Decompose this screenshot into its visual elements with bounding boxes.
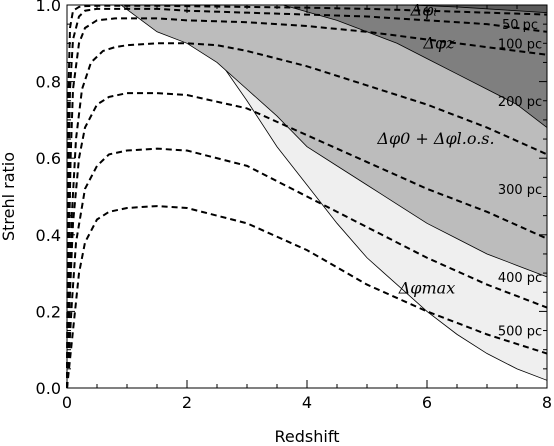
x-tick-label: 2: [182, 393, 192, 412]
y-tick-label: 1.0: [36, 0, 61, 15]
y-tick-label: 0.0: [36, 379, 61, 398]
curve-label: 300 pc: [498, 183, 542, 198]
region-label: Δφ0 + Δφl.o.s.: [376, 129, 494, 148]
curve-label: 100 pc: [498, 37, 542, 52]
curve-label: 50 pc: [502, 18, 538, 33]
y-tick-label: 0.8: [36, 73, 61, 92]
annotation-labels: 50 pc 100 pc 200 pc 300 pc 400 pc 500 pc Δφₗ Δφ…: [376, 1, 542, 340]
region-1: [119, 4, 548, 278]
x-tick-label: 6: [422, 393, 432, 412]
x-tick-label: 0: [62, 393, 72, 412]
y-tick-label: 0.2: [36, 302, 61, 321]
shaded-regions: [119, 4, 548, 381]
series-line-6: [66, 205, 548, 389]
x-tick-label: 8: [542, 393, 552, 412]
region-label: Δφmax: [398, 278, 456, 297]
y-tick-label: 0.4: [36, 226, 61, 245]
series-line-4: [66, 92, 548, 389]
curve-label: 400 pc: [498, 271, 542, 286]
curve-label: 200 pc: [498, 95, 542, 110]
series-line-3: [66, 42, 548, 389]
y-axis-title: Strehl ratio: [0, 152, 18, 241]
dashed-curves: [66, 4, 548, 389]
x-axis-title: Redshift: [275, 427, 340, 446]
x-tick-label: 4: [302, 393, 312, 412]
region-label: Δφₗ: [410, 1, 438, 20]
series-line-5: [66, 147, 548, 389]
y-tick-label: 0.6: [36, 149, 61, 168]
axis-ticks: 0 2 4 6 8 0.0 0.2 0.4 0.6 0.8 1.0: [36, 0, 553, 412]
series-line-2: [66, 17, 548, 389]
curve-label: 500 pc: [498, 325, 542, 340]
region-label: Δφz: [422, 33, 455, 52]
